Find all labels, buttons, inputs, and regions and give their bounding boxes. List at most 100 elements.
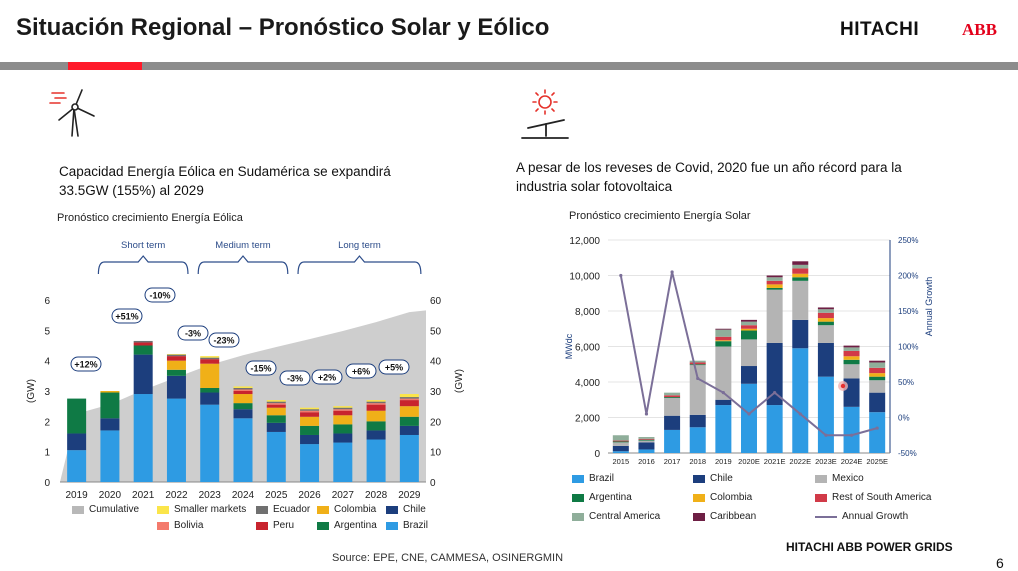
bar-segment-argentina (67, 398, 87, 434)
bar-segment-argentina (792, 277, 809, 281)
bar-segment-ecuador (266, 401, 286, 404)
bar-segment-bolivia (333, 409, 353, 411)
legend-label: Ecuador (273, 504, 311, 515)
bar-segment-rest_south_america (766, 280, 783, 285)
bar-segment-smaller_markets (233, 386, 253, 388)
wind-subtitle-line2: 33.5GW (155%) al 2029 (59, 183, 204, 198)
bar-segment-rest_south_america (638, 438, 655, 440)
bar-segment-smaller_markets (300, 407, 320, 410)
bar-segment-colombia (300, 416, 320, 426)
bar-segment-rest_south_america (689, 362, 706, 365)
legend-swatch (157, 505, 169, 514)
bar-segment-mexico (792, 280, 809, 320)
legend-swatch (72, 505, 84, 514)
y-tick-label: 1 (44, 448, 50, 459)
legend-colombia-solar: Colombia (693, 492, 752, 503)
y-tick-label: 6,000 (575, 343, 600, 354)
bar-segment-chile (741, 366, 757, 384)
annual-growth-point (747, 412, 751, 416)
growth-label: +12% (74, 360, 97, 370)
bar-segment-rest_south_america (817, 312, 834, 319)
bar-segment-peru (399, 400, 419, 407)
y2-tick-label: 20 (430, 417, 442, 428)
legend-label: Caribbean (710, 511, 757, 522)
solar-panel-icon (521, 89, 569, 139)
bar-segment-mexico (664, 397, 681, 416)
legend-label: Bolivia (174, 520, 204, 531)
legend-swatch (693, 474, 705, 483)
y2-tick-label: -50% (898, 449, 917, 458)
bar-segment-brazil (200, 404, 220, 482)
x-tick-label: 2019 (715, 457, 732, 466)
bar-segment-ecuador (233, 387, 253, 390)
bar-segment-argentina (638, 439, 655, 441)
x-tick-label: 2015 (612, 457, 629, 466)
bar-segment-chile (166, 375, 186, 399)
bar-segment-rest_south_america (612, 440, 629, 442)
bar-segment-smaller_markets (399, 394, 419, 398)
bar-segment-bolivia (266, 403, 286, 405)
legend-cumulative: Cumulative (72, 504, 139, 515)
legend-label: Chile (710, 473, 733, 484)
bar-segment-chile (300, 434, 320, 445)
bar-segment-central_america (741, 321, 757, 326)
bar-segment-ecuador (300, 409, 320, 411)
bar-segment-argentina (133, 345, 153, 355)
bar-segment-colombia (166, 360, 186, 370)
bar-segment-bolivia (300, 410, 320, 413)
bar-segment-argentina (300, 425, 320, 435)
x-tick-label: 2024 (232, 490, 255, 501)
bar-segment-mexico (843, 364, 860, 379)
bar-segment-central_america (664, 392, 681, 396)
y2-tick-label: 150% (898, 307, 918, 316)
source-note: Source: EPE, CNE, CAMMESA, OSINERGMIN (332, 552, 564, 564)
bar-segment-mexico (715, 346, 732, 400)
bar-segment-central_america (817, 309, 834, 313)
solar-chart-title: Pronóstico crecimiento Energía Solar (569, 210, 751, 222)
bar-segment-rest_south_america (715, 336, 732, 341)
y-tick-label: 3 (44, 387, 50, 398)
y2-tick-label: 200% (898, 272, 918, 281)
x-tick-label: 2023E (815, 457, 837, 466)
bar-segment-brazil (741, 383, 757, 453)
bar-segment-central_america (843, 347, 860, 351)
legend-swatch (256, 505, 268, 514)
x-tick-label: 2019 (66, 490, 89, 501)
legend-chile-solar: Chile (693, 473, 733, 484)
legend-label: Argentina (334, 520, 377, 531)
legend-label: Colombia (334, 504, 377, 515)
legend-chile: Chile (386, 504, 426, 515)
bar-segment-brazil (715, 405, 732, 453)
bar-segment-chile (689, 414, 706, 428)
bar-segment-colombia (792, 273, 809, 278)
solar-subtitle-line2: industria solar fotovoltaica (516, 179, 673, 194)
x-tick-label: 2029 (398, 490, 421, 501)
bar-segment-argentina (233, 403, 253, 410)
y-tick-label: 4 (44, 357, 50, 368)
legend-swatch (317, 521, 329, 530)
bar-segment-mexico (766, 289, 783, 343)
bar-segment-ecuador (133, 340, 153, 343)
bar-segment-brazil (664, 429, 681, 453)
bar-segment-argentina (766, 287, 783, 290)
legend-label: Brazil (403, 520, 429, 531)
y2-tick-label: 0 (430, 478, 436, 489)
period-bracket (297, 255, 422, 275)
bar-segment-colombia (100, 391, 120, 393)
bar-segment-argentina (100, 392, 120, 419)
cursor-dot (840, 383, 846, 389)
bar-segment-chile (67, 433, 87, 451)
growth-bubble (70, 356, 102, 372)
y-axis-label: MWdc (564, 333, 574, 359)
bar-segment-caribbean (817, 307, 834, 310)
bar-segment-brazil (233, 418, 253, 482)
company-footer: HITACHI ABB POWER GRIDS (786, 540, 953, 554)
annual-growth-point (773, 391, 777, 395)
legend-swatch (815, 493, 827, 502)
legend-line-swatch (815, 515, 837, 518)
growth-bubble (279, 370, 311, 386)
legend-ecuador: Ecuador (256, 504, 310, 515)
x-tick-label: 2016 (638, 457, 655, 466)
legend-label: Argentina (589, 492, 632, 503)
